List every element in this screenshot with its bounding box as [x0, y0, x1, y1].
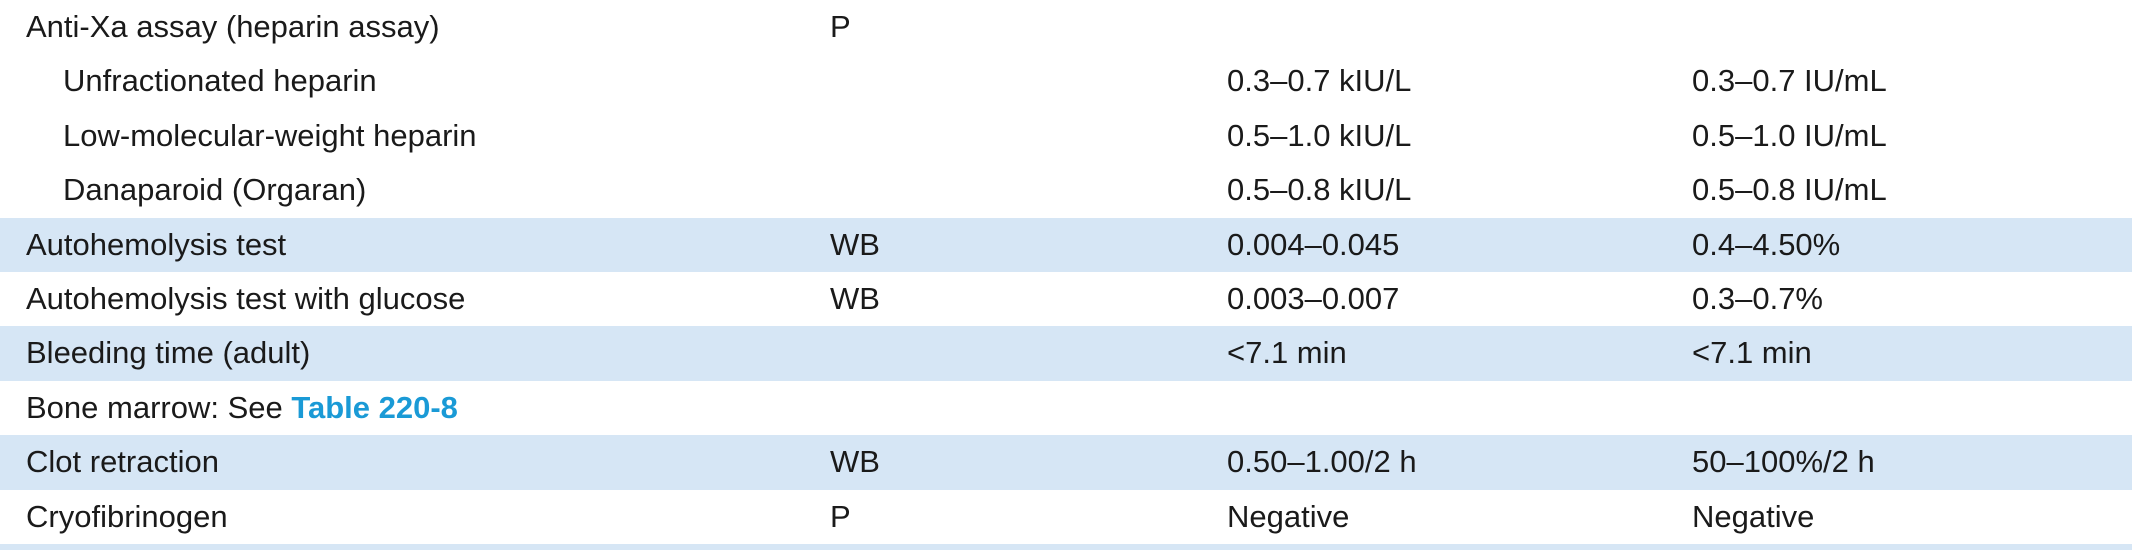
- table-row: Danaparoid (Orgaran) 0.5–0.8 kIU/L 0.5–0…: [0, 163, 2132, 218]
- conventional-value: <7.1 min: [1692, 335, 1812, 371]
- table-row: Bone marrow: See Table 220-8: [0, 380, 2132, 436]
- si-value: Negative: [1227, 498, 1350, 534]
- test-name: Autohemolysis test: [26, 226, 287, 262]
- table-row: Unfractionated heparin 0.3–0.7 kIU/L 0.3…: [0, 54, 2132, 109]
- test-name: Bone marrow: See Table 220-8: [26, 381, 458, 435]
- test-name: Anti-Xa assay (heparin assay): [26, 9, 440, 44]
- table-row: Anti-Xa assay (heparin assay) P: [0, 0, 2132, 55]
- test-name: Bleeding time (adult): [26, 335, 311, 371]
- si-value: <7.1 min: [1227, 335, 1347, 371]
- specimen: WB: [830, 280, 880, 316]
- table-link[interactable]: Table 220-8: [291, 389, 458, 425]
- test-name: Danaparoid (Orgaran): [63, 172, 367, 208]
- si-value: 0.50–1.00/2 h: [1227, 444, 1417, 480]
- si-value: 0.5–0.8 kIU/L: [1227, 172, 1412, 208]
- test-name: Cryofibrinogen: [26, 498, 228, 534]
- test-name: Unfractionated heparin: [63, 63, 377, 99]
- table-row: Autohemolysis test WB 0.004–0.045 0.4–4.…: [0, 217, 2132, 272]
- table-row: Clot retraction WB 0.50–1.00/2 h 50–100%…: [0, 435, 2132, 490]
- table-row: Bleeding time (adult) <7.1 min <7.1 min: [0, 326, 2132, 381]
- conventional-value: 0.5–0.8 IU/mL: [1692, 172, 1887, 208]
- conventional-value: 0.3–0.7%: [1692, 280, 1823, 316]
- table-row: Cryofibrinogen P Negative Negative: [0, 489, 2132, 544]
- conventional-value: 0.5–1.0 IU/mL: [1692, 117, 1887, 153]
- next-row-band: [0, 544, 2132, 550]
- table-row: Low-molecular-weight heparin 0.5–1.0 kIU…: [0, 108, 2132, 164]
- conventional-value: 50–100%/2 h: [1692, 444, 1875, 480]
- conventional-value: Negative: [1692, 498, 1815, 534]
- test-name: Low-molecular-weight heparin: [63, 117, 477, 153]
- si-value: 0.004–0.045: [1227, 226, 1400, 262]
- conventional-value: 0.4–4.50%: [1692, 226, 1841, 262]
- conventional-value: 0.3–0.7 IU/mL: [1692, 63, 1887, 99]
- test-name: Autohemolysis test with glucose: [26, 280, 466, 316]
- specimen: P: [830, 498, 851, 534]
- test-name: Clot retraction: [26, 444, 219, 480]
- specimen: WB: [830, 444, 880, 480]
- table-row: Autohemolysis test with glucose WB 0.003…: [0, 271, 2132, 327]
- specimen: WB: [830, 226, 880, 262]
- si-value: 0.003–0.007: [1227, 280, 1400, 316]
- si-value: 0.3–0.7 kIU/L: [1227, 63, 1412, 99]
- specimen: P: [830, 9, 851, 44]
- bone-marrow-label: Bone marrow: See: [26, 389, 292, 425]
- si-value: 0.5–1.0 kIU/L: [1227, 117, 1412, 153]
